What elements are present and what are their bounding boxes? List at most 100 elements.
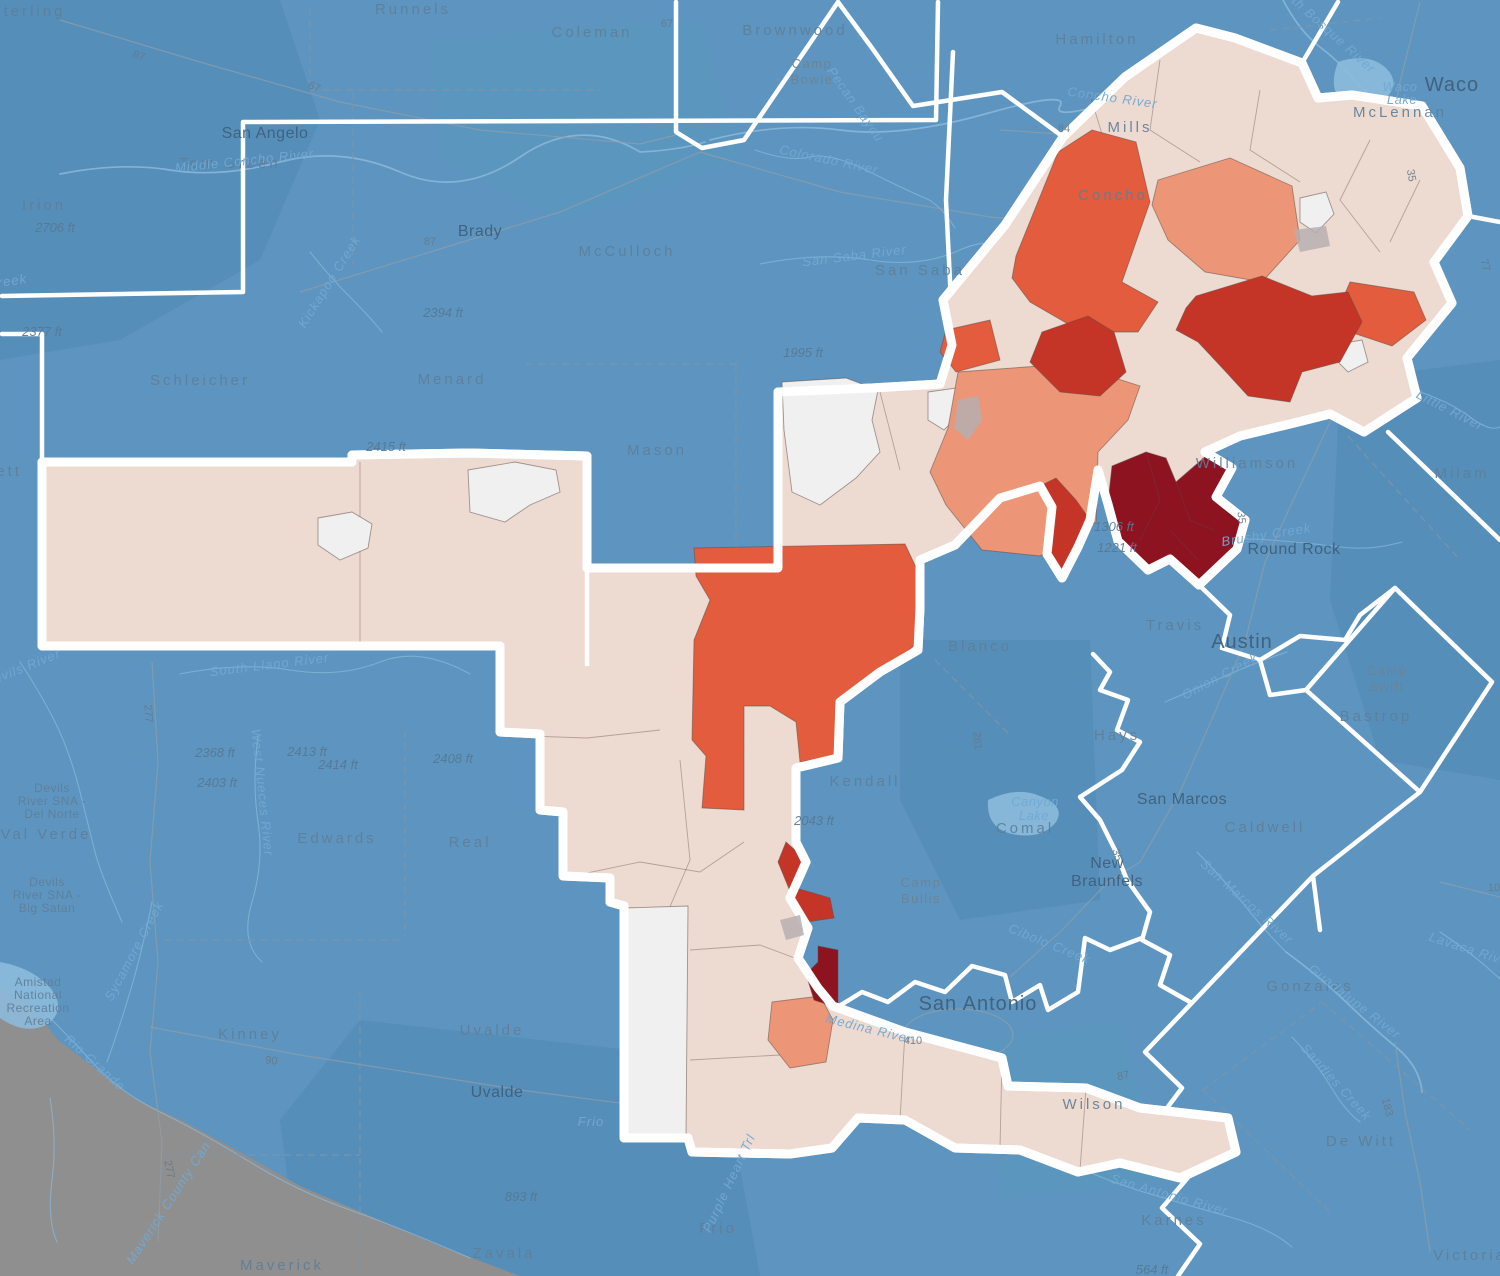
map-label: Mason (627, 442, 687, 459)
map-label: 2414 ft (317, 757, 359, 772)
map-label: Lake (1387, 92, 1417, 107)
precinct-lines (359, 59, 1421, 1171)
precinct-lightest (1299, 191, 1335, 234)
map-label: San Saba (875, 262, 965, 279)
map-label: 90 (265, 1054, 279, 1068)
map-label: 35 (1234, 511, 1247, 524)
map-label: 893 ft (505, 1189, 539, 1204)
amistad-reservoir (0, 962, 59, 1029)
map-label: San Angelo (222, 125, 309, 142)
map-label: 67 (306, 79, 322, 95)
map-label: Sterling (0, 3, 65, 20)
map-label: 2706 ft (34, 220, 76, 235)
map-label: 2368 ft (194, 745, 236, 760)
map-label: Big Satan (19, 901, 76, 915)
precinct-lightest (317, 511, 373, 561)
map-label: Victoria (1433, 1247, 1500, 1264)
lakes (0, 58, 1394, 1029)
map-label: Concho (1078, 187, 1148, 204)
map-label: Crockett (0, 463, 22, 480)
map-label: Comal (996, 820, 1054, 837)
district-choropleth[interactable] (37, 23, 1473, 1183)
canyon-lake (987, 791, 1059, 836)
county-dashed-borders (164, 8, 1471, 1276)
map-label: 183 (1379, 1097, 1395, 1118)
map-label: Blanco (948, 638, 1012, 655)
precinct-lightest (623, 905, 689, 1137)
map-label: Lake (1019, 808, 1049, 823)
map-label: Tom Green (179, 155, 280, 172)
map-label: Wilson (1062, 1096, 1125, 1113)
map-label: Bullis (901, 891, 941, 906)
precinct-medium (1011, 129, 1159, 333)
map-label: 2403 ft (196, 775, 238, 790)
map-label: 35 (1109, 847, 1124, 862)
map-label: 67 (661, 18, 673, 30)
map-label: Gonzales (1266, 978, 1353, 995)
mexico-region (0, 986, 520, 1276)
map-label: Williamson (1196, 455, 1299, 472)
map-label: Devils (29, 875, 65, 889)
map-label: Milam (1435, 465, 1490, 482)
map-label: Swift (1369, 679, 1405, 694)
map-label: Val Verde (1, 826, 92, 843)
map-label: Camp (1367, 663, 1408, 678)
map-label: 77 (1478, 258, 1493, 273)
map-label: San Marcos (1137, 791, 1227, 808)
map-label: Hays (1094, 727, 1140, 744)
map-label: Real (449, 834, 492, 851)
map-label: Bastrop (1340, 708, 1413, 725)
map-label: De Witt (1326, 1133, 1396, 1150)
map-label: Caldwell (1225, 819, 1306, 836)
map-label: Amistad (15, 975, 62, 989)
map-label: Hamilton (1055, 31, 1138, 48)
map-label: Frio (699, 1220, 737, 1237)
map-label: Austin (1211, 631, 1273, 653)
map-label: Camp (901, 875, 942, 890)
precinct-high (1029, 315, 1127, 397)
map-label: 281 (970, 731, 984, 750)
map-label: Round Rock (1247, 541, 1341, 558)
map-label: Zavala (472, 1245, 535, 1262)
map-label: 84 (1058, 123, 1070, 135)
map-label: National (14, 988, 62, 1002)
map-label: Camp (792, 56, 833, 71)
precinct-medium (939, 319, 1001, 373)
map-label: Brady (458, 223, 502, 240)
map-label: Frio (578, 1114, 604, 1129)
map-label: McCulloch (578, 243, 675, 260)
map-label: Waco (1383, 79, 1418, 94)
map-label: 564 ft (1136, 1262, 1170, 1276)
map-label: McLennan (1353, 104, 1447, 121)
map-label: 1995 ft (783, 345, 824, 360)
map-label: Canyon (1011, 794, 1059, 809)
district-outline (37, 23, 1473, 1183)
map-label: Brownwood (742, 22, 847, 39)
map-label: Runnels (375, 1, 451, 18)
map-label: 2408 ft (432, 751, 474, 766)
rivers (19, 0, 1500, 1259)
map-label: Karnes (1141, 1212, 1207, 1229)
map-label: Devils (34, 781, 70, 795)
map-label: 410 (904, 1035, 922, 1047)
map-label: 2377 ft (21, 324, 63, 339)
map-label: River SNA - (13, 888, 81, 902)
map-label: Coleman (551, 24, 632, 41)
map-label: Uvalde (460, 1022, 525, 1039)
map-label: 2415 ft (365, 439, 407, 454)
map-label: Waco (1425, 74, 1479, 96)
map-label: New (1090, 855, 1124, 872)
map-label: 35 (1404, 168, 1418, 182)
map-label: 2413 ft (286, 744, 328, 759)
precinct-highest (805, 945, 839, 1009)
map-label: 277 (141, 704, 155, 723)
map-label: Maverick (240, 1257, 324, 1274)
map-label: San Antonio (919, 993, 1038, 1015)
map-label: Kendall (829, 773, 900, 790)
map-label: 2394 ft (422, 305, 464, 320)
map-label: Uvalde (471, 1084, 524, 1101)
precinct-lightest (467, 461, 561, 523)
town-footprints (780, 226, 1330, 940)
